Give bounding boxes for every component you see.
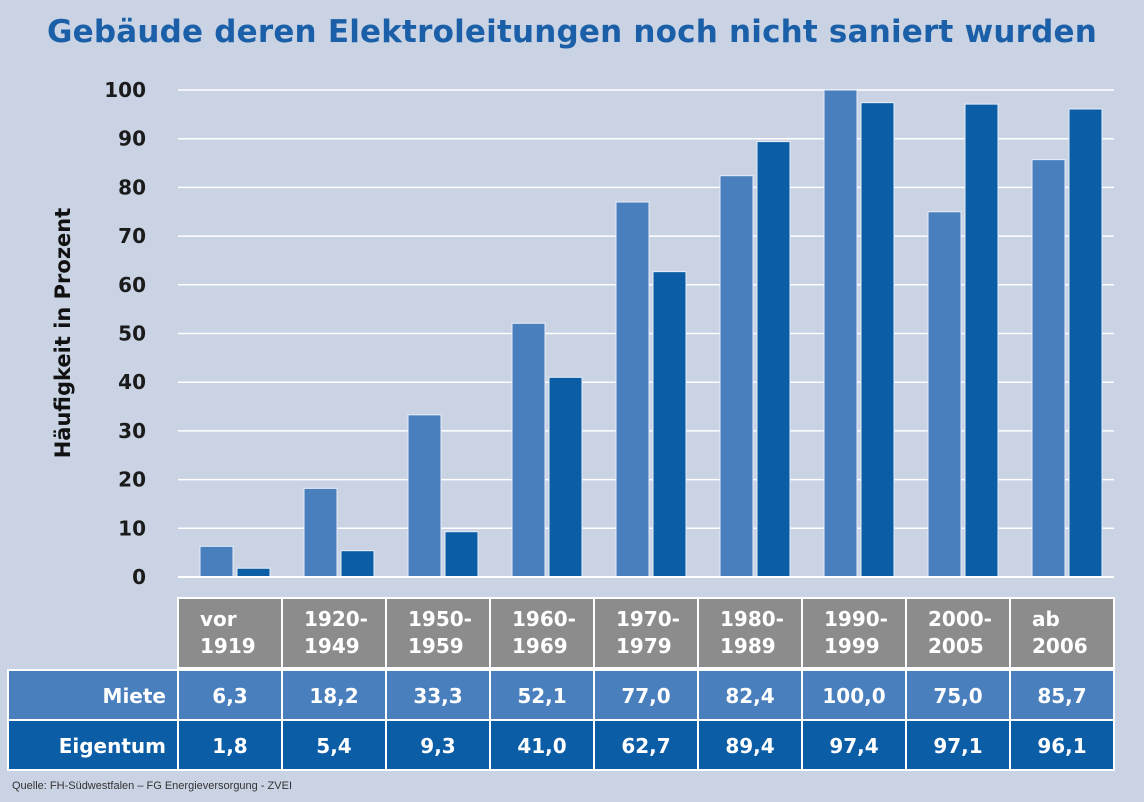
category-label: 1970- — [616, 607, 680, 631]
header-cell — [593, 597, 699, 669]
bar-miete — [303, 487, 338, 578]
y-tick-label: 60 — [118, 273, 146, 297]
data-label: 62,7 — [621, 734, 670, 758]
bar-miete — [511, 322, 546, 578]
y-axis-label: Häufigkeit in Prozent — [51, 208, 75, 459]
category-label: ab — [1032, 607, 1060, 631]
y-tick-label: 20 — [118, 468, 146, 492]
bar-miete — [719, 175, 754, 578]
header-cell — [489, 597, 595, 669]
bar-miete — [199, 545, 234, 578]
data-label: 75,0 — [933, 684, 982, 708]
value-cell — [905, 719, 1011, 771]
y-tick-label: 80 — [118, 175, 146, 199]
category-label: 1950- — [408, 607, 472, 631]
header-cell — [177, 597, 283, 669]
data-label: 18,2 — [309, 684, 358, 708]
category-label: 1999 — [824, 634, 880, 658]
category-label: 2000- — [928, 607, 992, 631]
bar-miete — [823, 89, 858, 578]
category-label: 1969 — [512, 634, 568, 658]
y-tick-label: 100 — [104, 78, 146, 102]
series-name-label: Eigentum — [59, 734, 166, 758]
category-label: vor — [200, 607, 237, 631]
value-cell — [177, 719, 283, 771]
value-cell — [489, 669, 595, 721]
bar-miete — [615, 201, 650, 578]
data-label: 41,0 — [517, 734, 566, 758]
value-cell — [1009, 669, 1115, 721]
category-label: 1960- — [512, 607, 576, 631]
data-label: 5,4 — [316, 734, 351, 758]
category-label: 1919 — [200, 634, 256, 658]
header-cell — [385, 597, 491, 669]
series-name-cell — [7, 719, 179, 771]
header-cell — [697, 597, 803, 669]
data-label: 1,8 — [212, 734, 247, 758]
y-tick-label: 50 — [118, 322, 146, 346]
value-cell — [177, 669, 283, 721]
y-tick-label: 40 — [118, 370, 146, 394]
category-label: 1949 — [304, 634, 360, 658]
bar-eigentum — [340, 550, 375, 578]
data-label: 85,7 — [1037, 684, 1086, 708]
category-label: 2005 — [928, 634, 984, 658]
chart-title: Gebäude deren Elektroleitungen noch nich… — [46, 14, 1098, 50]
source-note: Quelle: FH-Südwestfalen – FG Energievers… — [12, 780, 293, 792]
category-label: 1959 — [408, 634, 464, 658]
data-label: 77,0 — [621, 684, 670, 708]
data-label: 97,4 — [829, 734, 878, 758]
header-cell — [801, 597, 907, 669]
header-cell — [1009, 597, 1115, 669]
bar-eigentum — [860, 102, 895, 578]
bar-eigentum — [548, 376, 583, 578]
category-label: 1920- — [304, 607, 368, 631]
data-label: 96,1 — [1037, 734, 1086, 758]
data-label: 82,4 — [725, 684, 774, 708]
bar-miete — [927, 211, 962, 578]
bar-eigentum — [964, 103, 999, 578]
y-tick-label: 70 — [118, 224, 146, 248]
value-cell — [905, 669, 1011, 721]
data-label: 97,1 — [933, 734, 982, 758]
y-tick-label: 90 — [118, 127, 146, 151]
value-cell — [801, 719, 907, 771]
header-cell — [905, 597, 1011, 669]
data-label: 52,1 — [517, 684, 566, 708]
category-label: 1989 — [720, 634, 776, 658]
data-label: 9,3 — [420, 734, 455, 758]
value-cell — [801, 669, 907, 721]
series-name-label: Miete — [103, 684, 166, 708]
bar-eigentum — [1068, 108, 1103, 578]
data-label: 6,3 — [212, 684, 247, 708]
data-label: 89,4 — [725, 734, 774, 758]
bar-eigentum — [444, 531, 479, 578]
value-cell — [489, 719, 595, 771]
bar-eigentum — [236, 567, 271, 578]
bar-miete — [1031, 159, 1066, 578]
y-tick-label: 10 — [118, 516, 146, 540]
bar-eigentum — [652, 271, 687, 578]
category-label: 2006 — [1032, 634, 1088, 658]
category-label: 1980- — [720, 607, 784, 631]
data-label: 33,3 — [413, 684, 462, 708]
value-cell — [1009, 719, 1115, 771]
category-label: 1990- — [824, 607, 888, 631]
bar-miete — [407, 414, 442, 578]
y-tick-label: 0 — [132, 565, 146, 589]
category-label: 1979 — [616, 634, 672, 658]
data-label: 100,0 — [822, 684, 885, 708]
value-cell — [385, 719, 491, 771]
bar-eigentum — [756, 141, 791, 578]
y-tick-label: 30 — [118, 419, 146, 443]
value-cell — [281, 669, 387, 721]
